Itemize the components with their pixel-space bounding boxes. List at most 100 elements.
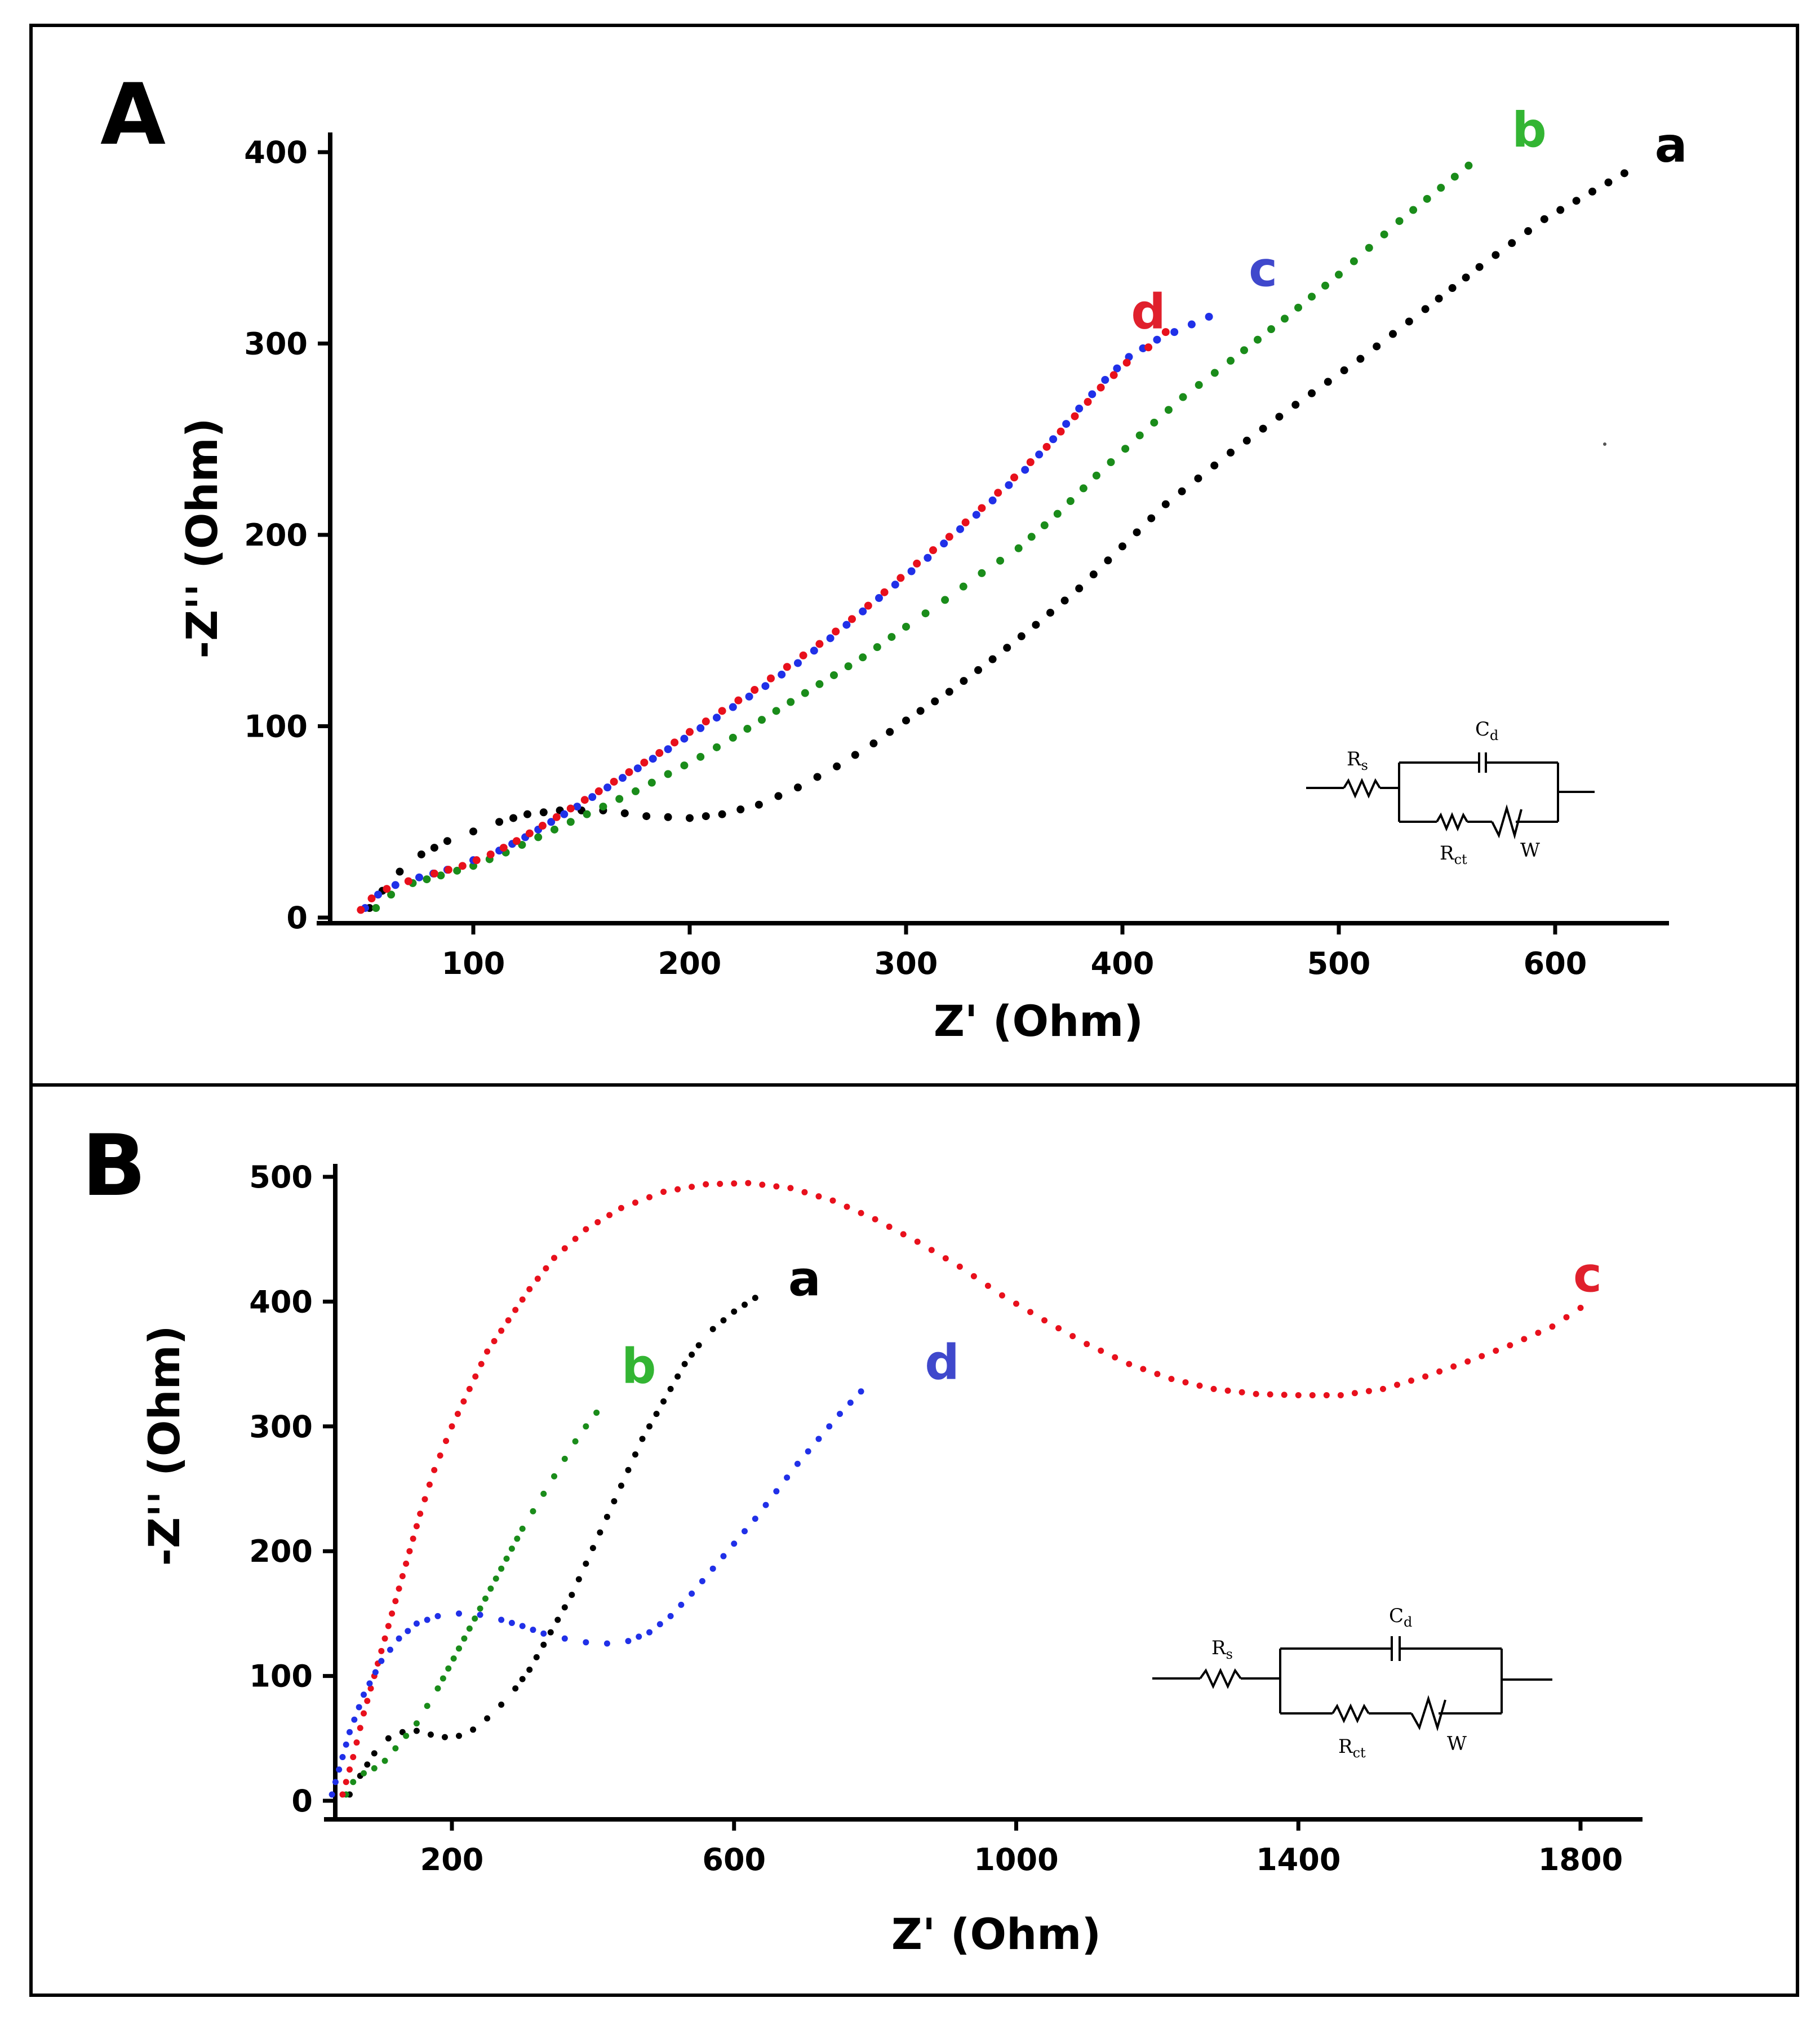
panel-b-y-tick-label: 500: [249, 1159, 313, 1195]
panel-a-series-a-point: [833, 762, 841, 770]
panel-a-y-axis-title: -Z'' (Ohm): [177, 418, 227, 658]
panel-a-series-a-point: [1308, 389, 1316, 397]
panel-a-series-b-point: [1135, 431, 1144, 440]
panel-a-series-a-point: [1259, 424, 1267, 433]
panel-a-series-a-point: [1291, 401, 1300, 409]
panel-b-series-c-point: [674, 1186, 681, 1193]
panel-a-series-a-point: [686, 814, 694, 822]
panel-a-series-a-point: [1161, 500, 1170, 508]
panel-b-series-a-point: [731, 1308, 738, 1315]
panel-a-series-d-point: [1084, 398, 1092, 406]
panel-b-series-d-point: [387, 1646, 393, 1653]
panel-a-series-c-point: [1170, 328, 1179, 336]
panel-b-series-d-point: [752, 1516, 758, 1522]
panel-b-series-c-point: [886, 1224, 893, 1230]
panel-b-circuit-labels: Rs Cd Rct W: [1211, 1605, 1467, 1761]
panel-b-series-a-point: [632, 1451, 638, 1458]
panel-a-series-a-point: [1089, 570, 1098, 579]
panel-a-series-b-point: [551, 825, 558, 834]
figure-frame: [29, 24, 1799, 1997]
panel-a-series-b-point: [1350, 257, 1358, 265]
panel-a-series-d-point: [367, 894, 376, 903]
panel-a-series-b-point: [1380, 230, 1388, 238]
panel-b-series-b-label: b: [622, 1338, 656, 1394]
panel-a-series-b-point: [1267, 325, 1275, 334]
panel-a-series-a-point: [1435, 294, 1443, 303]
panel-b-series-c-point: [413, 1523, 420, 1530]
panel-b-series-c-point: [1055, 1325, 1062, 1332]
panel-b-series-d-point: [625, 1638, 632, 1645]
panel-b-y-ticks: 0 100 200 300 400 500: [249, 1159, 335, 1819]
panel-b-series-b-point: [392, 1745, 399, 1752]
panel-b-series-b-point: [424, 1703, 430, 1709]
panel-b-series-c-point: [1365, 1388, 1372, 1394]
panel-b-series-b-point: [514, 1535, 521, 1542]
panel-b-series-c-point: [606, 1212, 613, 1219]
panel-a-series-b-point: [615, 795, 624, 803]
panel-a-series-c-point: [859, 607, 867, 615]
panel-b-series-b-point: [440, 1675, 446, 1682]
panel-a-series-b-point: [680, 761, 689, 770]
panel-b-series-a-point: [589, 1545, 596, 1552]
panel-a-series-a-point: [1046, 609, 1054, 617]
panel-a-series-b-point: [647, 778, 656, 787]
panel-b-series-c-point: [773, 1183, 780, 1190]
panel-b-series-a-point: [583, 1560, 589, 1567]
panel-b-series-c-point: [1408, 1377, 1415, 1384]
panel-b-series-c-point: [1422, 1373, 1429, 1380]
panel-a-series-c-point: [696, 724, 705, 732]
panel-b-series-a-point: [646, 1423, 653, 1430]
panel-a-series-c-point: [618, 774, 627, 782]
panel-a-series-a-point: [1620, 169, 1628, 178]
panel-b-x-tick-label: 1400: [1256, 1842, 1340, 1877]
panel-a-series-c-point: [560, 810, 569, 818]
panel-b-series-a-point: [512, 1685, 519, 1692]
panel-a-series-d-point: [896, 574, 905, 582]
panel-b-series-c-point: [350, 1754, 357, 1761]
panel-b-series-d-point: [709, 1565, 716, 1572]
panel-a-series-a-point: [1524, 227, 1532, 236]
panel-b-series-d-point: [583, 1639, 589, 1646]
panel-a-series-b-point: [1107, 458, 1115, 466]
panel-b-series-d-point: [636, 1633, 642, 1640]
panel-b-series-c-point: [346, 1766, 353, 1773]
svg-text:Cd: Cd: [1475, 718, 1498, 743]
panel-a-series-a-point: [851, 751, 859, 759]
panel-b-series-c-point: [357, 1725, 363, 1731]
panel-b-series-c-point: [353, 1739, 360, 1746]
panel-a-series-d-point: [357, 906, 365, 914]
svg-text:Rs: Rs: [1347, 748, 1368, 773]
panel-b-series-a-point: [752, 1295, 758, 1301]
panel-b-series-c-point: [1196, 1382, 1203, 1389]
panel-a-series-c-point: [761, 682, 770, 690]
panel-a-series-d-point: [702, 717, 710, 726]
panel-b-series-c-point: [1041, 1317, 1048, 1324]
svg-text:Cd: Cd: [1389, 1605, 1412, 1630]
panel-a-series-d-point: [880, 588, 889, 596]
panel-a-series-a-point: [1588, 187, 1597, 196]
panel-b-series-a-point: [427, 1731, 434, 1738]
panel-a-series-a-label: a: [1655, 117, 1688, 174]
panel-a-series-b-point: [873, 643, 881, 652]
panel-a-series-d-point: [458, 862, 467, 870]
panel-a-series-b-point: [1321, 281, 1329, 290]
panel-b-series-a-point: [364, 1761, 371, 1768]
panel-a-series-d-point: [404, 877, 412, 885]
panel-a-series-c-point: [988, 496, 997, 504]
panel-a-series-d-point: [655, 749, 664, 758]
panel-a-series-c-point: [664, 745, 672, 754]
panel-b-series-c-point: [1379, 1385, 1386, 1392]
panel-b-label: B: [82, 1117, 146, 1215]
panel-a-series-d-point: [815, 640, 824, 648]
panel-b-series-a-point: [660, 1398, 667, 1405]
panel-a-series-c-point: [729, 703, 737, 711]
panel-b-series-d-point: [678, 1601, 685, 1608]
panel-b-series-d-point: [826, 1423, 833, 1430]
panel-a-series-b-point: [1423, 194, 1431, 203]
panel-b-series-a-point: [611, 1498, 618, 1505]
panel-b-series-c-point: [484, 1348, 491, 1355]
panel-b-series-b-point: [551, 1473, 558, 1479]
panel-a-series-d-point: [961, 518, 970, 526]
panel-b-series-c-point: [745, 1180, 752, 1186]
panel-b-series-b-point: [350, 1779, 357, 1786]
